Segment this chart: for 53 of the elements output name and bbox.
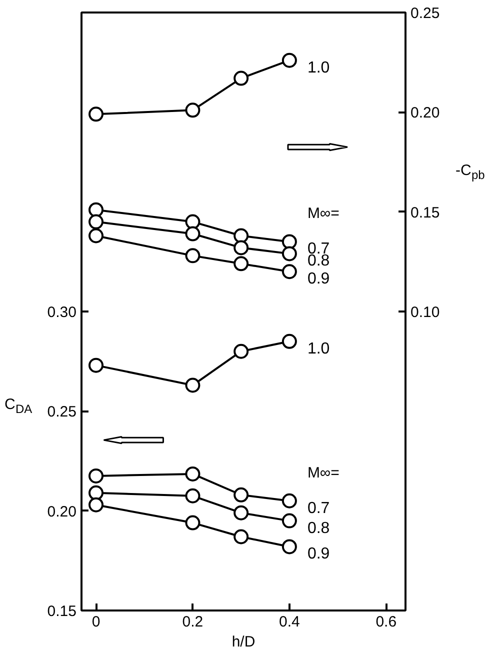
point — [234, 256, 249, 272]
point — [88, 358, 104, 373]
x-tick-label: 0 — [92, 614, 100, 630]
point — [282, 52, 297, 68]
point — [185, 248, 200, 264]
y2-tick-label: 0.20 — [410, 104, 440, 122]
point — [88, 497, 104, 512]
point — [88, 214, 104, 230]
point — [185, 102, 200, 118]
point — [282, 493, 297, 508]
series-label: 0.9 — [307, 270, 330, 288]
series-label: 1.0 — [307, 59, 330, 76]
point — [88, 228, 104, 244]
point — [185, 466, 200, 482]
point — [88, 202, 104, 218]
point — [234, 505, 249, 520]
x-tick-label: 0.2 — [182, 614, 204, 630]
x-tick-label: 0.6 — [376, 614, 397, 630]
point — [282, 246, 297, 262]
y-tick-label: 0.15 — [47, 603, 77, 620]
x-tick-label: 0.4 — [279, 614, 300, 630]
point — [282, 513, 297, 528]
point — [88, 106, 104, 122]
point — [185, 378, 200, 393]
annotation: M∞= — [307, 205, 340, 222]
point — [234, 487, 249, 502]
series-label: 0.8 — [307, 520, 330, 537]
y-tick-label: 0.25 — [47, 404, 77, 421]
point — [282, 264, 297, 280]
annotation: M∞= — [307, 464, 340, 482]
point — [282, 539, 297, 554]
point — [234, 70, 249, 86]
point — [185, 214, 200, 230]
point — [185, 488, 200, 504]
series-label: 0.7 — [307, 500, 330, 517]
point — [234, 529, 249, 544]
y-tick-label: 0.20 — [47, 503, 77, 520]
y2-tick-label: 0.10 — [410, 304, 440, 321]
point — [88, 468, 104, 484]
series-label: 0.9 — [307, 546, 330, 563]
x-axis-title: h/D — [232, 634, 256, 650]
point — [234, 344, 249, 359]
y2-tick-label: 0.25 — [410, 5, 440, 22]
y2-tick-label: 0.15 — [410, 204, 440, 222]
point — [234, 240, 249, 256]
point — [185, 515, 200, 530]
point — [282, 334, 297, 349]
y-tick-label: 0.30 — [47, 304, 77, 321]
point — [234, 228, 249, 244]
point — [88, 485, 104, 500]
point — [282, 234, 297, 250]
series-label: 1.0 — [307, 340, 330, 358]
point — [185, 226, 200, 242]
